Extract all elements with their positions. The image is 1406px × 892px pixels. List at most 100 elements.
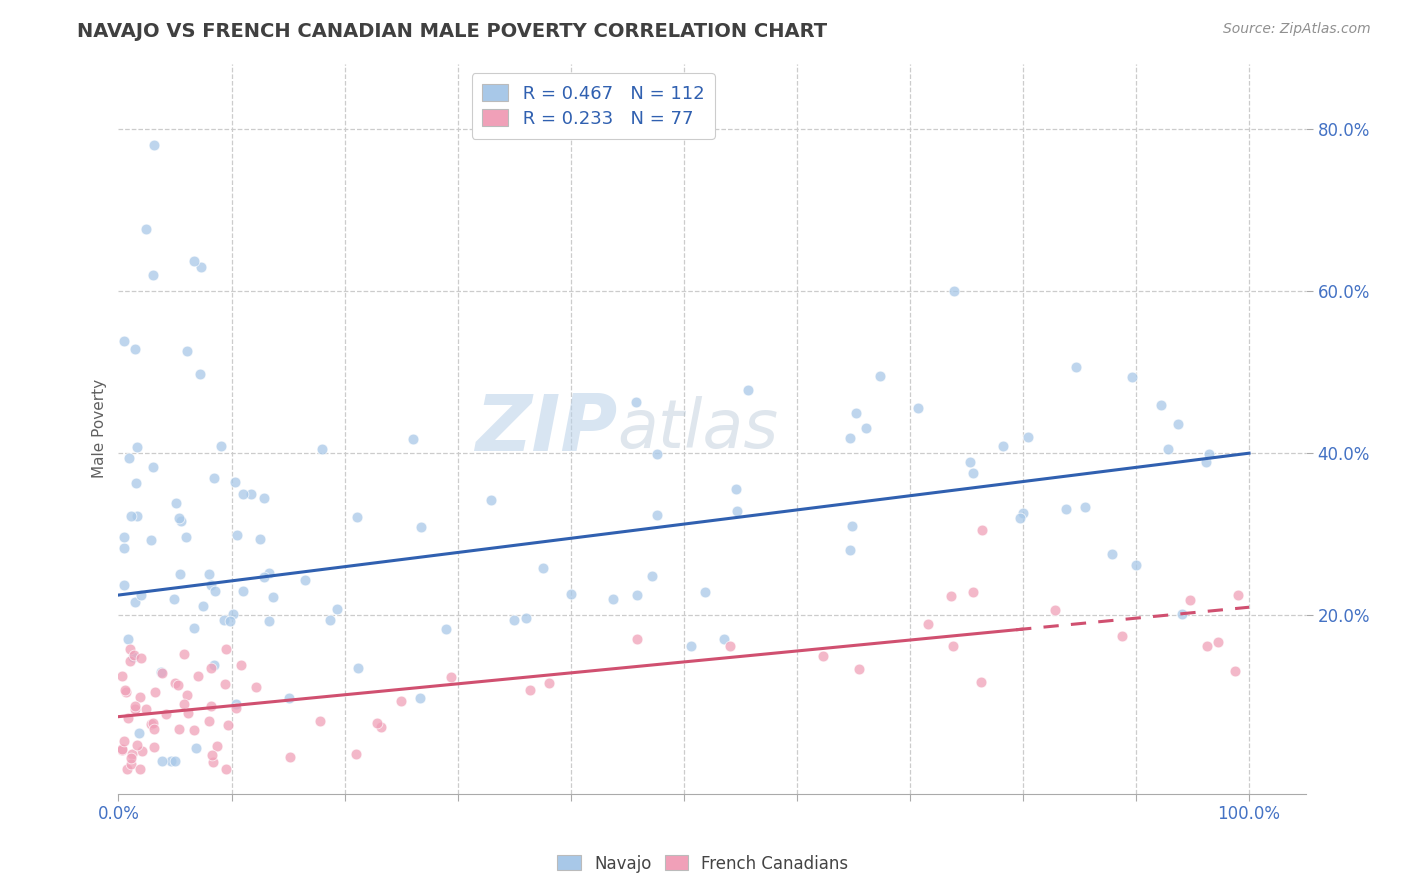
Point xyxy=(309,714,332,728)
Point xyxy=(124,699,146,714)
Point xyxy=(1010,511,1032,525)
Point xyxy=(117,451,139,466)
Point xyxy=(970,674,993,689)
Text: ZIP: ZIP xyxy=(475,391,617,467)
Point xyxy=(150,754,173,768)
Point xyxy=(128,690,150,704)
Point xyxy=(1054,502,1077,516)
Point xyxy=(143,685,166,699)
Point xyxy=(139,717,162,731)
Point xyxy=(193,599,215,613)
Point xyxy=(111,742,134,756)
Point xyxy=(311,442,333,457)
Point xyxy=(917,616,939,631)
Point xyxy=(1066,360,1088,375)
Point xyxy=(129,763,152,777)
Point xyxy=(142,459,165,474)
Point xyxy=(245,681,267,695)
Point xyxy=(124,595,146,609)
Point xyxy=(117,711,139,725)
Point xyxy=(167,723,190,737)
Point xyxy=(120,757,142,772)
Point xyxy=(537,676,560,690)
Point xyxy=(200,661,222,675)
Point xyxy=(724,483,747,497)
Point xyxy=(1012,506,1035,520)
Point xyxy=(219,614,242,628)
Point xyxy=(647,447,669,461)
Point xyxy=(163,592,186,607)
Point xyxy=(1111,629,1133,643)
Point xyxy=(183,253,205,268)
Point xyxy=(907,401,929,416)
Y-axis label: Male Poverty: Male Poverty xyxy=(93,379,107,478)
Point xyxy=(713,632,735,646)
Point xyxy=(176,689,198,703)
Point xyxy=(848,661,870,675)
Point xyxy=(215,763,238,777)
Point xyxy=(169,511,191,525)
Point xyxy=(225,697,247,711)
Point xyxy=(278,691,301,706)
Point xyxy=(718,640,741,654)
Point xyxy=(319,613,342,627)
Point xyxy=(167,678,190,692)
Point xyxy=(1178,593,1201,607)
Point xyxy=(344,747,367,762)
Point xyxy=(294,573,316,587)
Point xyxy=(326,601,349,615)
Point xyxy=(142,715,165,730)
Point xyxy=(481,493,503,508)
Point xyxy=(122,648,145,662)
Legend: Navajo, French Canadians: Navajo, French Canadians xyxy=(551,848,855,880)
Point xyxy=(127,509,149,524)
Point xyxy=(626,588,648,602)
Point xyxy=(200,578,222,592)
Point xyxy=(257,566,280,580)
Point xyxy=(1226,588,1249,602)
Point xyxy=(118,654,141,668)
Point xyxy=(224,475,246,489)
Point xyxy=(124,343,146,357)
Point xyxy=(143,138,166,153)
Point xyxy=(165,754,187,768)
Point xyxy=(225,701,247,715)
Point xyxy=(112,530,135,544)
Point xyxy=(679,639,702,653)
Point xyxy=(163,675,186,690)
Point xyxy=(1150,398,1173,412)
Point xyxy=(869,369,891,384)
Point xyxy=(962,585,984,599)
Point xyxy=(128,726,150,740)
Point xyxy=(204,584,226,599)
Point xyxy=(253,491,276,506)
Point xyxy=(232,583,254,598)
Point xyxy=(262,590,284,604)
Point xyxy=(1101,547,1123,561)
Point xyxy=(1125,558,1147,573)
Point xyxy=(993,439,1015,453)
Point xyxy=(202,657,225,672)
Point xyxy=(232,487,254,501)
Point xyxy=(112,541,135,555)
Point xyxy=(1195,639,1218,653)
Point xyxy=(626,632,648,646)
Point xyxy=(370,721,392,735)
Point xyxy=(1017,430,1039,444)
Point xyxy=(366,715,388,730)
Point xyxy=(183,723,205,737)
Point xyxy=(942,284,965,298)
Point xyxy=(169,567,191,582)
Point xyxy=(150,665,173,680)
Point xyxy=(841,519,863,533)
Point xyxy=(135,702,157,716)
Point xyxy=(217,718,239,732)
Point xyxy=(640,569,662,583)
Point xyxy=(972,523,994,537)
Point xyxy=(855,421,877,435)
Point xyxy=(112,334,135,348)
Point xyxy=(503,613,526,627)
Point xyxy=(602,592,624,607)
Point xyxy=(1074,500,1097,515)
Point xyxy=(201,755,224,769)
